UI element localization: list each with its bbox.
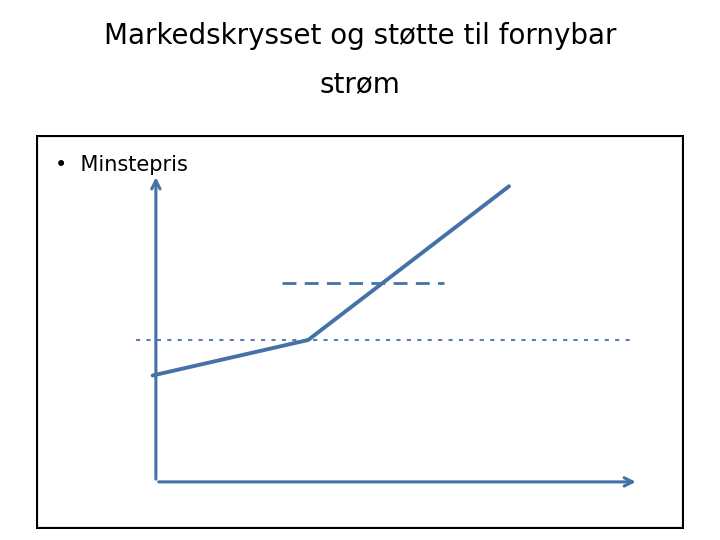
Text: •  Minstepris: • Minstepris [55, 155, 189, 175]
Text: Markedskrysset og støtte til fornybar: Markedskrysset og støtte til fornybar [104, 22, 616, 50]
Text: strøm: strøm [320, 70, 400, 98]
FancyBboxPatch shape [36, 135, 684, 529]
